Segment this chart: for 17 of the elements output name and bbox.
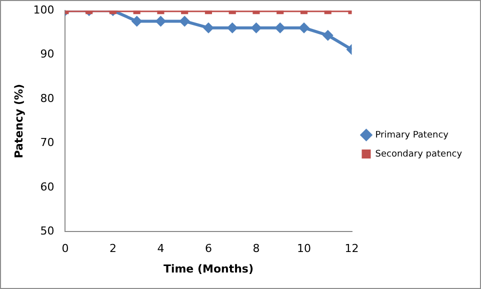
y-tick-label: 80: [40, 92, 54, 105]
x-tick-label: 8: [252, 242, 260, 256]
x-tick-label: 10: [296, 242, 311, 256]
y-tick-label: 90: [40, 48, 54, 61]
x-tick-label: 2: [109, 242, 116, 256]
x-tick-label: 12: [344, 242, 359, 256]
x-tick-label: 6: [204, 242, 212, 256]
x-axis-title: Time (Months): [163, 262, 254, 276]
legend-label: Primary Patency: [375, 130, 450, 140]
y-tick-label: 70: [40, 136, 54, 150]
x-tick-label: 0: [62, 242, 69, 256]
y-axis-title: Patency (%): [12, 84, 26, 158]
y-tick-label: 100: [33, 3, 54, 16]
legend-label: Secondary patency: [375, 149, 463, 160]
y-tick-label: 50: [40, 224, 54, 238]
y-tick-label: 60: [40, 180, 54, 194]
x-tick-label: 4: [157, 242, 164, 256]
